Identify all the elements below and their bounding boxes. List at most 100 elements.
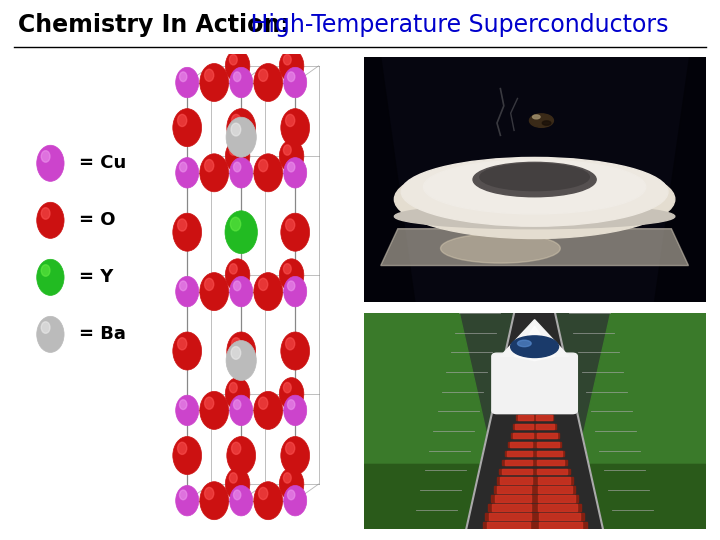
Circle shape <box>178 219 186 231</box>
Circle shape <box>286 219 294 231</box>
Bar <box>488 504 581 511</box>
Polygon shape <box>364 464 518 529</box>
Circle shape <box>178 338 186 350</box>
Circle shape <box>233 162 241 172</box>
Ellipse shape <box>510 336 559 357</box>
Circle shape <box>279 259 304 291</box>
Circle shape <box>281 332 310 370</box>
Circle shape <box>225 140 250 172</box>
Circle shape <box>199 482 228 519</box>
Bar <box>536 433 557 438</box>
Polygon shape <box>514 326 555 361</box>
Circle shape <box>225 259 250 291</box>
Bar <box>515 424 533 429</box>
Bar <box>536 442 559 447</box>
Bar <box>518 415 533 420</box>
Circle shape <box>258 69 268 82</box>
Circle shape <box>232 114 240 126</box>
Circle shape <box>37 202 64 238</box>
Circle shape <box>279 140 304 172</box>
Text: = Y: = Y <box>79 268 114 286</box>
Bar <box>538 495 575 502</box>
Circle shape <box>254 273 283 310</box>
Circle shape <box>230 264 237 274</box>
Circle shape <box>225 468 250 500</box>
Bar <box>490 513 531 520</box>
Bar <box>521 407 534 410</box>
Polygon shape <box>552 464 706 529</box>
Bar <box>508 451 532 456</box>
Circle shape <box>258 159 268 172</box>
Circle shape <box>230 382 237 393</box>
Circle shape <box>279 377 304 410</box>
Bar <box>494 486 575 492</box>
Ellipse shape <box>395 160 675 239</box>
Circle shape <box>231 123 240 136</box>
Circle shape <box>284 68 307 98</box>
Bar <box>513 424 556 429</box>
Bar <box>510 442 533 447</box>
Ellipse shape <box>529 114 554 127</box>
Circle shape <box>281 109 310 147</box>
Bar <box>482 522 587 529</box>
Circle shape <box>227 213 256 251</box>
Ellipse shape <box>480 164 590 191</box>
Circle shape <box>233 400 241 409</box>
Ellipse shape <box>542 121 551 125</box>
Bar <box>513 433 533 438</box>
Circle shape <box>204 69 214 82</box>
Circle shape <box>179 162 187 172</box>
Bar <box>538 477 570 483</box>
Circle shape <box>41 322 50 333</box>
Circle shape <box>233 490 241 500</box>
Circle shape <box>286 114 294 126</box>
Circle shape <box>230 55 237 65</box>
Circle shape <box>225 211 258 254</box>
Bar <box>536 424 554 429</box>
Circle shape <box>179 400 187 409</box>
Circle shape <box>284 382 291 393</box>
Circle shape <box>254 64 283 102</box>
Bar <box>500 477 531 483</box>
Circle shape <box>279 468 304 500</box>
Circle shape <box>281 436 310 475</box>
Circle shape <box>41 208 50 219</box>
Bar <box>539 522 582 529</box>
Bar <box>510 433 559 438</box>
Text: = O: = O <box>79 211 116 230</box>
Bar <box>538 486 572 492</box>
Circle shape <box>176 485 199 516</box>
Bar <box>497 486 531 492</box>
Polygon shape <box>576 313 706 464</box>
Circle shape <box>176 276 199 307</box>
Circle shape <box>233 72 241 82</box>
Circle shape <box>286 442 294 454</box>
Polygon shape <box>500 320 569 356</box>
Circle shape <box>258 397 268 409</box>
Circle shape <box>41 151 50 162</box>
Bar <box>539 513 580 520</box>
Circle shape <box>254 482 283 519</box>
Circle shape <box>199 154 228 192</box>
Circle shape <box>279 50 304 82</box>
Circle shape <box>286 338 294 350</box>
Circle shape <box>232 219 240 231</box>
Polygon shape <box>467 313 603 529</box>
Ellipse shape <box>473 163 596 197</box>
Circle shape <box>287 72 295 82</box>
Circle shape <box>287 490 295 500</box>
Circle shape <box>176 395 199 426</box>
Circle shape <box>254 392 283 429</box>
Circle shape <box>37 259 64 295</box>
Circle shape <box>204 159 214 172</box>
Circle shape <box>232 338 240 350</box>
Circle shape <box>176 158 199 188</box>
Circle shape <box>173 109 202 147</box>
Bar <box>500 469 570 474</box>
Text: High-Temperature Superconductors: High-Temperature Superconductors <box>243 12 668 37</box>
Polygon shape <box>654 57 706 302</box>
Bar <box>519 407 550 410</box>
Circle shape <box>231 347 240 359</box>
Bar <box>508 442 562 447</box>
Bar <box>537 469 567 474</box>
